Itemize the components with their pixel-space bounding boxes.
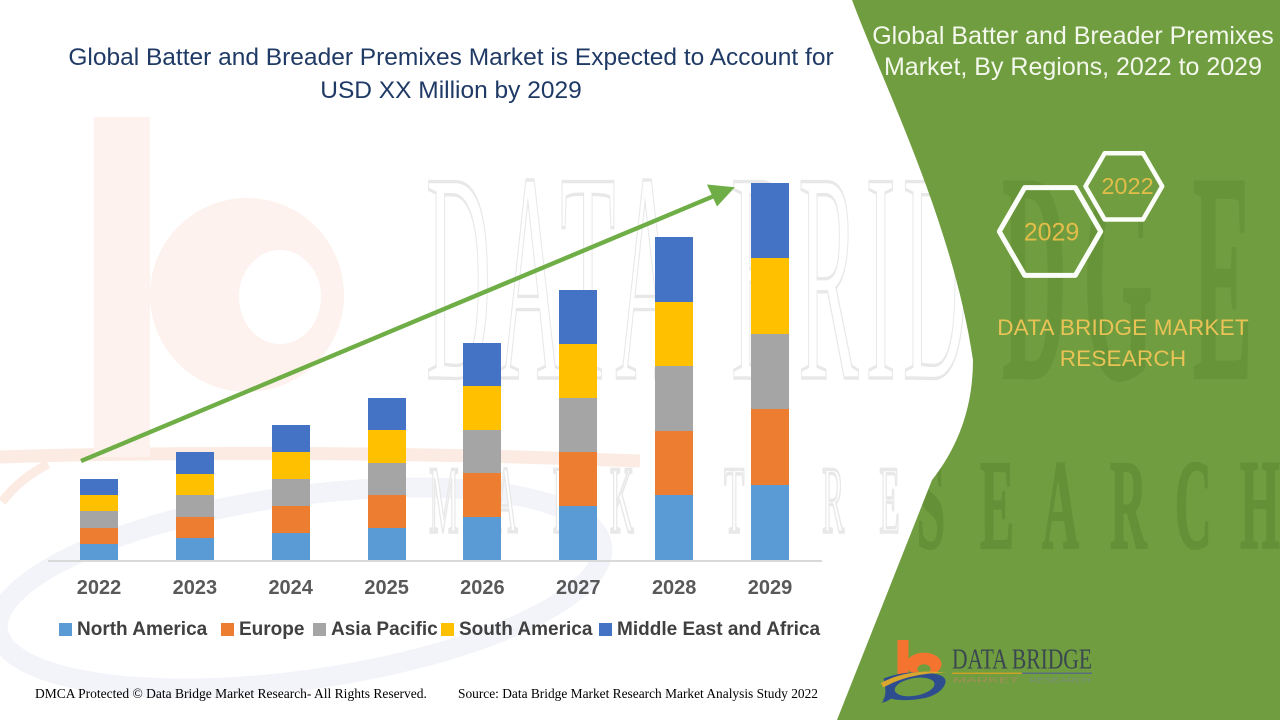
svg-text:MARKET: MARKET: [953, 676, 1020, 685]
svg-text:RESEARCH: RESEARCH: [1029, 676, 1091, 685]
svg-text:2022: 2022: [1101, 173, 1153, 199]
svg-text:DATA BRIDGE: DATA BRIDGE: [952, 645, 1092, 676]
svg-text:2029: 2029: [1024, 219, 1080, 247]
